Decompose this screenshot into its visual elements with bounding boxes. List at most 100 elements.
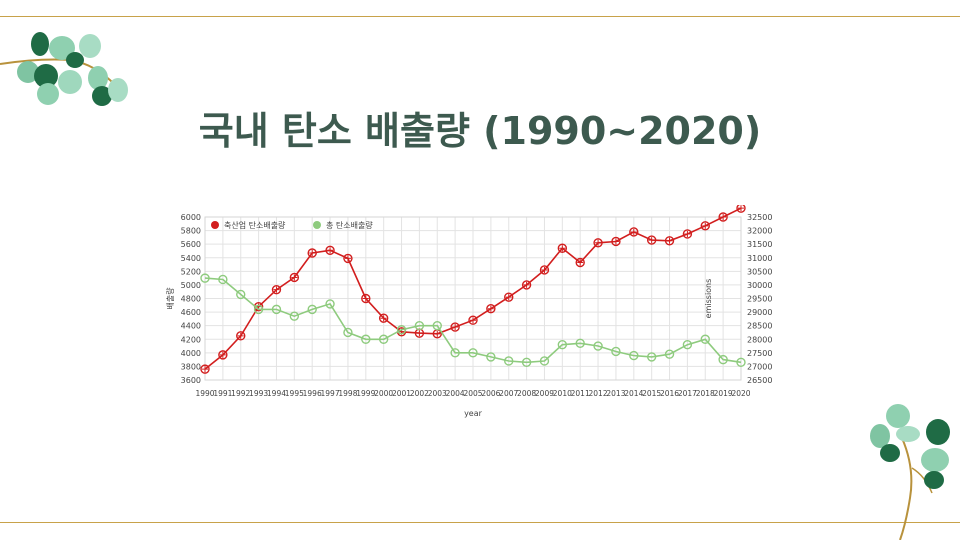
data-point-series-1	[575, 257, 585, 268]
y-right-tick-label: 31500	[747, 240, 772, 249]
data-point-cross	[273, 286, 280, 293]
data-point-cross	[612, 238, 619, 245]
data-point-series-2	[200, 273, 210, 283]
data-point-series-1	[593, 238, 603, 248]
data-point-cross	[702, 222, 709, 229]
data-point-cross	[523, 281, 530, 288]
data-point-series-1	[486, 303, 496, 314]
bottom-rule	[0, 522, 960, 523]
data-point-series-2	[646, 352, 657, 362]
series-line-2	[204, 277, 742, 364]
data-point-series-2	[504, 356, 514, 366]
data-point-series-2	[271, 304, 282, 315]
data-point-cross	[738, 205, 744, 212]
data-point-series-1	[629, 227, 639, 237]
y-left-tick-label: 4800	[181, 295, 201, 304]
data-point-series-1	[718, 212, 728, 222]
data-point-cross	[380, 315, 387, 322]
x-tick-label: 1995	[285, 389, 304, 398]
data-point-cross	[291, 274, 298, 281]
data-point-cross	[559, 245, 566, 252]
leaf-decoration-top-left-icon	[0, 32, 128, 106]
x-tick-label: 2003	[428, 389, 447, 398]
x-tick-label: 2002	[410, 389, 429, 398]
data-point-series-2	[450, 348, 460, 358]
x-tick-label: 2017	[678, 389, 697, 398]
y-right-tick-label: 27500	[747, 349, 772, 358]
data-point-cross	[452, 324, 459, 331]
data-point-series-1	[343, 253, 353, 264]
data-point-series-1	[664, 236, 675, 246]
data-point-series-1	[289, 272, 300, 283]
data-point-series-1	[378, 313, 389, 323]
y-right-tick-label: 31000	[747, 254, 772, 263]
data-point-series-2	[378, 334, 389, 344]
x-tick-label: 2004	[446, 389, 465, 398]
y-left-tick-label: 5600	[181, 240, 201, 249]
data-point-cross	[684, 230, 691, 237]
y-right-tick-label: 29000	[747, 308, 772, 317]
data-point-cross	[720, 214, 727, 220]
data-point-series-2	[700, 334, 710, 344]
data-point-series-2	[593, 341, 603, 351]
data-point-cross	[666, 237, 673, 244]
data-point-series-2	[325, 299, 335, 309]
data-point-series-2	[414, 320, 425, 331]
data-point-series-1	[361, 293, 371, 304]
data-point-cross	[416, 330, 423, 337]
data-point-series-1	[736, 205, 746, 213]
data-point-series-2	[289, 311, 300, 321]
data-point-series-2	[236, 289, 246, 300]
data-point-series-2	[736, 357, 746, 368]
x-tick-label: 1997	[321, 389, 340, 398]
y-left-tick-label: 3800	[181, 362, 201, 371]
data-point-cross	[309, 249, 316, 256]
x-tick-label: 1993	[249, 389, 268, 398]
x-tick-label: 1992	[231, 389, 250, 398]
data-point-cross	[362, 295, 369, 302]
y-left-tick-label: 3600	[181, 376, 201, 385]
y-left-tick-label: 4400	[181, 322, 201, 331]
x-tick-label: 2018	[696, 389, 715, 398]
data-point-series-2	[343, 327, 353, 338]
data-point-cross	[219, 351, 226, 358]
x-tick-label: 1999	[356, 389, 375, 398]
data-point-series-1	[307, 248, 317, 258]
y-left-tick-label: 5800	[181, 227, 201, 236]
data-point-series-1	[646, 235, 657, 245]
x-tick-label: 2010	[553, 389, 572, 398]
y-right-axis-label: emissions	[704, 279, 713, 319]
page-title: 국내 탄소 배출량 (1990~2020)	[198, 109, 762, 153]
x-tick-label: 2007	[499, 389, 518, 398]
data-point-series-2	[575, 338, 585, 349]
x-tick-label: 1994	[267, 389, 286, 398]
data-point-series-1	[504, 292, 514, 302]
data-point-cross	[541, 266, 548, 273]
data-point-cross	[434, 330, 441, 337]
x-axis-label: year	[464, 409, 483, 418]
x-tick-label: 2011	[571, 389, 590, 398]
data-point-series-2	[718, 354, 728, 365]
data-point-series-2	[432, 320, 442, 331]
x-tick-label: 2016	[660, 389, 679, 398]
y-right-tick-label: 32000	[747, 227, 772, 236]
x-tick-label: 2020	[731, 389, 750, 398]
x-tick-label: 1990	[195, 389, 214, 398]
data-point-series-2	[521, 357, 532, 368]
y-right-tick-label: 29500	[747, 295, 772, 304]
x-tick-label: 2013	[606, 389, 625, 398]
x-tick-label: 2008	[517, 389, 536, 398]
data-point-series-1	[682, 229, 693, 239]
leaf-decoration-bottom-right-icon	[870, 404, 950, 540]
data-point-series-1	[557, 243, 568, 253]
data-point-series-1	[521, 280, 532, 290]
legend-marker-2	[313, 221, 321, 229]
x-tick-label: 2000	[374, 389, 393, 398]
top-rule	[0, 16, 960, 17]
x-tick-label: 2001	[392, 389, 411, 398]
y-left-tick-label: 5000	[181, 281, 201, 290]
data-point-cross	[595, 239, 602, 246]
x-tick-label: 1991	[213, 389, 232, 398]
data-point-series-2	[611, 346, 621, 357]
y-right-tick-label: 27000	[747, 362, 772, 371]
